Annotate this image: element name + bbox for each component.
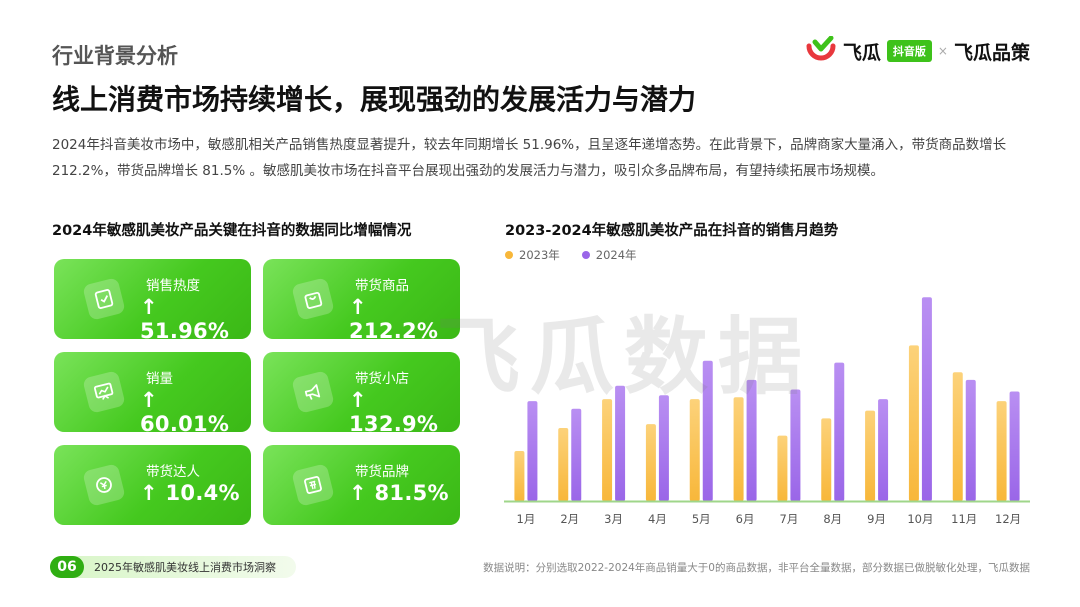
metric-label: 带货达人: [146, 464, 200, 480]
x-tick-label: 2月: [560, 512, 579, 526]
brand-badge: 抖音版: [886, 40, 932, 62]
metric-label: 带货小店: [355, 371, 409, 387]
x-tick-label: 7月: [780, 512, 799, 526]
metric-value: ↑ 10.4%: [140, 481, 240, 505]
bar-2023-11: [952, 372, 963, 501]
bar-2023-1: [514, 451, 525, 501]
x-tick-label: 12月: [995, 512, 1021, 526]
bar-2023-10: [908, 345, 919, 501]
bar-2024-6: [746, 379, 757, 501]
brand-partner: 飞瓜品策: [953, 41, 1030, 64]
bar-2023-12: [996, 401, 1007, 501]
metric-value: ↑ 81.5%: [349, 481, 449, 505]
metric-card-shops: 带货小店 ↑ 132.9%: [263, 352, 460, 432]
page-headline: 线上消费市场持续增长，展现强劲的发展活力与潜力: [52, 83, 697, 116]
clipboard-check-icon: [82, 277, 126, 321]
bar-2023-5: [689, 399, 700, 501]
bar-2024-2: [571, 408, 582, 501]
bar-2024-8: [834, 362, 845, 501]
metric-card-influencers: 带货达人 ↑ 10.4%: [54, 445, 251, 525]
brand-separator: ×: [937, 44, 948, 58]
metric-card-products: 带货商品 ↑ 212.2%: [263, 259, 460, 339]
bar-2023-3: [602, 399, 613, 501]
shopping-bag-icon: [291, 277, 335, 321]
x-tick-label: 1月: [517, 512, 536, 526]
metric-card-sales-heat: 销售热度 ↑ 51.96%: [54, 259, 251, 339]
intro-paragraph: 2024年抖音美妆市场中，敏感肌相关产品销售热度显著提升，较去年同期增长 51.…: [52, 137, 1007, 179]
metric-value: ↑ 132.9%: [349, 388, 439, 432]
x-tick-label: 8月: [823, 512, 842, 526]
footer-report-pill: 06 2025年敏感肌美妆线上消费市场洞察: [50, 556, 296, 578]
bar-2024-9: [878, 399, 889, 501]
bar-2024-4: [658, 395, 669, 501]
brand-name: 飞瓜: [842, 41, 881, 64]
x-tick-label: 11月: [951, 512, 977, 526]
bar-2024-7: [790, 389, 801, 501]
x-tick-label: 10月: [907, 512, 933, 526]
bar-2024-11: [965, 379, 976, 501]
bar-2024-5: [702, 360, 713, 501]
bar-2023-8: [821, 418, 832, 501]
x-tick-label: 3月: [604, 512, 623, 526]
metric-label: 销量: [146, 371, 173, 387]
trend-chart-icon: [82, 370, 126, 414]
x-tick-label: 6月: [736, 512, 755, 526]
legend-item-2024: 2024年: [581, 247, 637, 263]
bar-2024-3: [615, 385, 626, 501]
tag-icon: [291, 463, 335, 507]
bar-2023-6: [733, 397, 744, 501]
megaphone-icon: [291, 370, 335, 414]
metric-value: ↑ 51.96%: [140, 295, 230, 339]
x-tick-label: 5月: [692, 512, 711, 526]
metric-label: 带货商品: [355, 278, 409, 294]
bar-2024-10: [921, 297, 932, 501]
x-tick-label: 4月: [648, 512, 667, 526]
bar-2023-7: [777, 435, 788, 501]
legend-dot-2024: [581, 251, 590, 259]
page-number: 06: [50, 556, 84, 578]
coin-icon: [82, 463, 126, 507]
legend-item-2023: 2023年: [505, 247, 560, 263]
chart-legend: 2023年 2024年: [505, 247, 637, 263]
legend-label-2024: 2024年: [595, 248, 637, 262]
metric-value: ↑ 212.2%: [349, 295, 439, 339]
metric-value: ↑ 60.01%: [140, 388, 230, 432]
x-tick-label: 9月: [867, 512, 886, 526]
bar-2023-2: [558, 427, 569, 501]
bar-2023-4: [645, 424, 656, 501]
bar-2023-9: [865, 410, 876, 501]
metric-card-brands: 带货品牌 ↑ 81.5%: [263, 445, 460, 525]
section-label: 行业背景分析: [52, 44, 178, 68]
metric-label: 带货品牌: [355, 464, 409, 480]
metric-label: 销售热度: [146, 278, 200, 294]
bar-2024-1: [527, 401, 538, 501]
bar-2024-12: [1009, 391, 1020, 501]
brand-logo-group: 飞瓜 抖音版 × 飞瓜品策: [805, 36, 1030, 66]
legend-dot-2023: [505, 251, 513, 259]
metric-card-volume: 销量 ↑ 60.01%: [54, 352, 251, 432]
right-panel-title: 2023-2024年敏感肌美妆产品在抖音的销售月趋势: [505, 223, 839, 239]
report-title: 2025年敏感肌美妆线上消费市场洞察: [94, 561, 276, 574]
feigua-logo-icon: [806, 36, 836, 61]
legend-label-2023: 2023年: [519, 248, 560, 262]
left-panel-title: 2024年敏感肌美妆产品关键在抖音的数据同比增幅情况: [52, 223, 412, 239]
data-note: 数据说明：分别选取2022-2024年商品销量大于0的商品数据，非平台全量数据，…: [483, 562, 1030, 574]
